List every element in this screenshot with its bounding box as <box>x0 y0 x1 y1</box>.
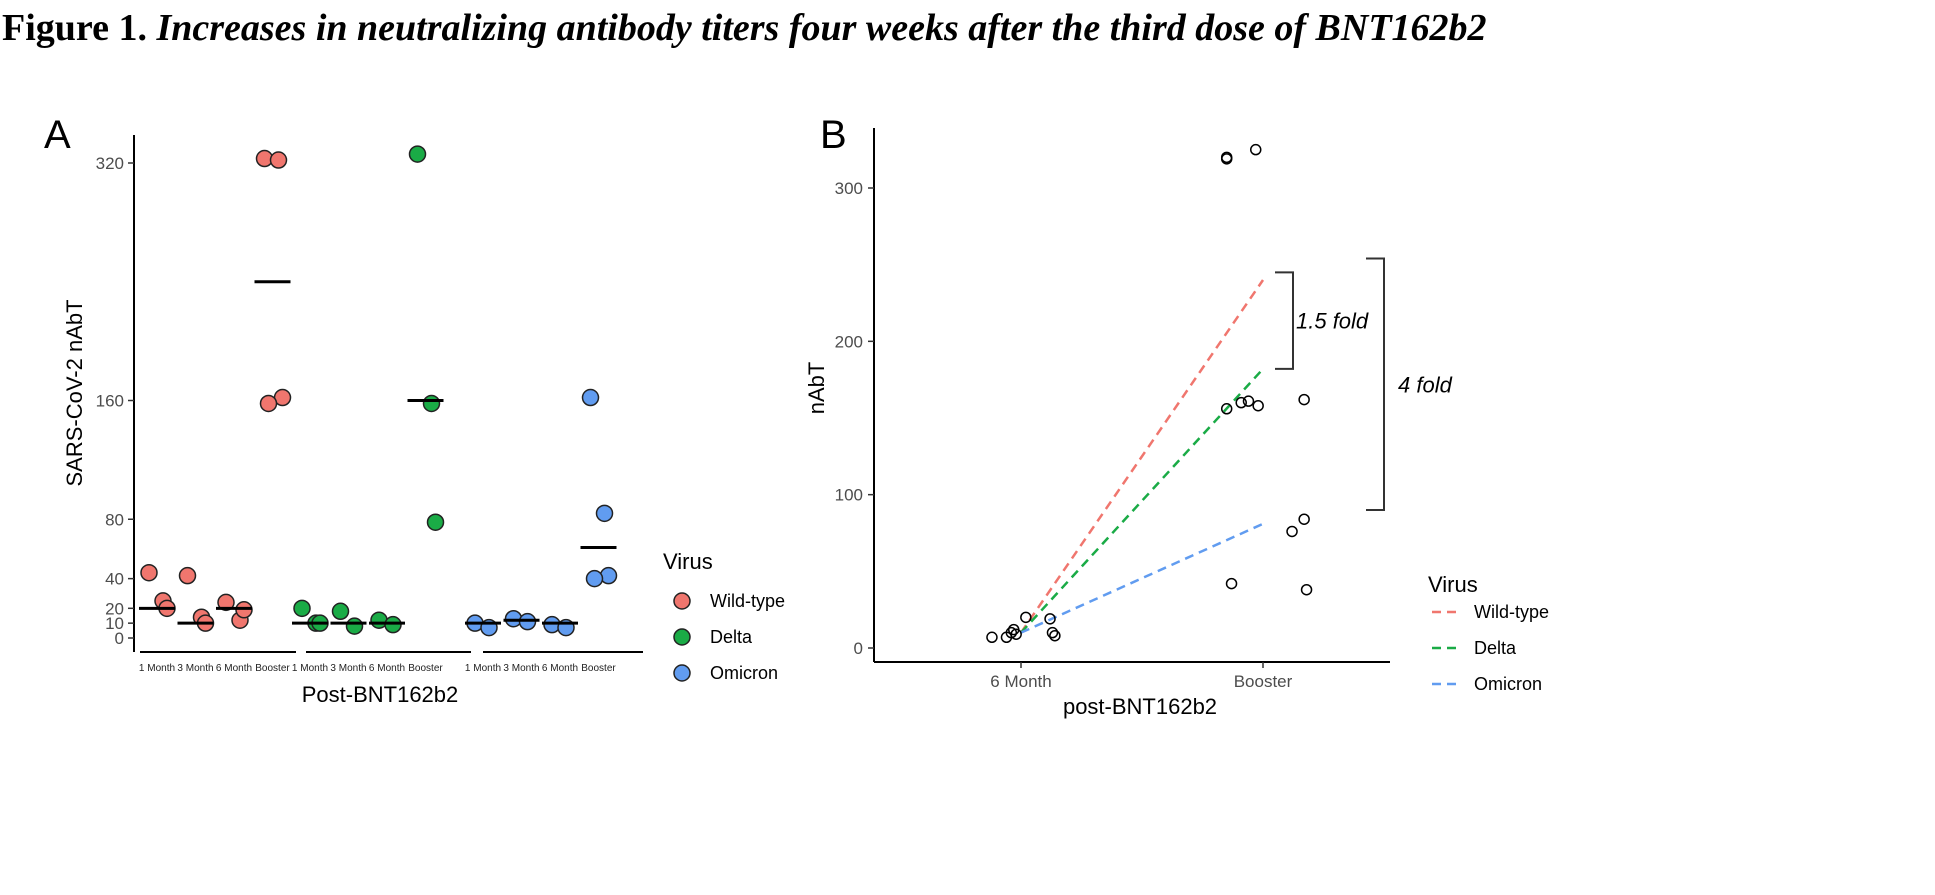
panel-b-data-point <box>1049 629 1061 642</box>
panel-a-x-tick-label: 3 Month <box>330 663 366 674</box>
panel-a-y-tick-label: 320 <box>96 154 124 173</box>
panel-b-data-point <box>1220 403 1233 415</box>
panel-b-data-point <box>1220 153 1233 165</box>
panel-b-data-point <box>1235 396 1247 409</box>
panel-a-legend-swatch <box>673 664 691 682</box>
panel-b-fold-label: 4 fold <box>1398 372 1453 397</box>
panel-a-data-point <box>293 599 311 618</box>
panel-a-legend-label: Wild-type <box>710 591 785 611</box>
panel-b-y-tick-label: 200 <box>835 332 863 351</box>
panel-a-x-tick-label: Booster <box>255 663 290 674</box>
panel-a-y-tick-label: 80 <box>105 510 124 529</box>
panel-b-data-point <box>1252 399 1264 412</box>
panel-b-data-point <box>1286 525 1298 538</box>
panel-b-data-point <box>1010 628 1022 640</box>
panel-a-data-point <box>422 394 441 413</box>
panel-b-data-point <box>1298 513 1310 525</box>
panel-b-data-point <box>986 631 998 644</box>
panel-b-letter: B <box>820 113 847 157</box>
figure-caption: Increases in neutralizing antibody titer… <box>156 7 1487 49</box>
panel-b-legend-title: Virus <box>1428 572 1478 597</box>
panel-b-x-label: post-BNT162b2 <box>1063 694 1217 719</box>
panel-a-x-tick-label: 6 Month <box>542 663 578 674</box>
panel-b-x-tick-label: Booster <box>1234 672 1293 691</box>
panel-a-data-point <box>269 151 288 169</box>
panel-a-legend-label: Omicron <box>710 663 778 683</box>
panel-a-legend-label: Delta <box>710 627 753 647</box>
panel-a-data-point <box>408 145 427 163</box>
panel-a-data-point <box>426 513 445 531</box>
panel-a-legend-swatch <box>673 592 691 610</box>
panel-b-data-point <box>1242 395 1255 407</box>
panel-a-data-point <box>345 617 364 635</box>
panel-a-x-tick-label: 1 Month <box>292 663 328 674</box>
panel-b-trend-line <box>1019 279 1265 634</box>
panel-a-x-tick-label: Booster <box>408 663 443 674</box>
panel-a-x-label: Post-BNT162b2 <box>302 682 459 707</box>
figure-label: Figure 1. <box>2 7 147 49</box>
panel-a-y-tick-label: 160 <box>96 392 124 411</box>
figure-title: Figure 1. Increases in neutralizing anti… <box>2 0 1487 60</box>
panel-b-x-tick-label: 6 Month <box>990 672 1051 691</box>
panel-a-data-point <box>599 566 618 585</box>
panel-b-y-tick-label: 300 <box>835 179 863 198</box>
panel-a-x-tick-label: 3 Month <box>177 663 213 674</box>
panel-b-data-point <box>1020 611 1032 624</box>
panel-a-data-point <box>585 569 604 588</box>
panel-a-legend-swatch <box>673 628 691 646</box>
panel-a-x-tick-label: 6 Month <box>216 663 252 674</box>
panel-a-data-point <box>259 394 278 413</box>
panel-b-legend-label: Delta <box>1474 638 1517 658</box>
panel-a-x-tick-label: 1 Month <box>465 663 501 674</box>
panel-a-y-tick-label: 10 <box>105 614 124 633</box>
panel-a-legend-title: Virus <box>663 549 713 574</box>
panel-a-y-label: SARS-CoV-2 nAbT <box>62 299 87 486</box>
panel-a-y-tick-label: 0 <box>115 629 124 648</box>
panel-b-data-point <box>1225 577 1238 590</box>
panel-a-x-tick-label: 6 Month <box>369 663 405 674</box>
panel-a-data-point <box>217 593 235 612</box>
panel-a-x-tick-label: Booster <box>581 663 616 674</box>
panel-b-data-point <box>1046 626 1059 639</box>
panel-a-data-point <box>140 563 158 582</box>
panel-a-letter: A <box>44 113 71 157</box>
panel-a-y-tick-label: 40 <box>105 570 124 589</box>
panel-b: B 0 100 200 300 nAbT 6 Month Booster post-BNT162… <box>804 113 1549 719</box>
panel-b-trend-line <box>1020 368 1264 634</box>
panel-a-data-point <box>178 566 197 585</box>
panel-a-data-point <box>331 602 350 621</box>
panel-a-x-tick-label: 3 Month <box>503 663 539 674</box>
panel-b-fold-label: 1.5 fold <box>1296 309 1369 334</box>
panel-b-data-point <box>1249 143 1262 156</box>
panel-b-fold-bracket <box>1275 271 1294 370</box>
panel-b-data-point <box>1298 393 1310 406</box>
panel-b-data-point <box>1300 583 1313 596</box>
panel-b-y-tick-label: 100 <box>835 486 863 505</box>
panel-a-data-point <box>581 388 600 407</box>
panel-a-x-tick-label: 1 Month <box>139 663 175 674</box>
panel-b-legend-label: Omicron <box>1474 674 1542 694</box>
panel-a-data-point <box>595 504 614 523</box>
panel-b-fold-bracket <box>1366 257 1385 511</box>
panel-b-data-point <box>1044 613 1056 625</box>
panel-b-legend-label: Wild-type <box>1474 602 1549 622</box>
panel-a-y-tick-label: 20 <box>105 599 124 618</box>
panel-b-y-tick-label: 0 <box>854 639 863 658</box>
panel-b-y-label: nAbT <box>804 362 829 415</box>
panel-b-data-point <box>1005 626 1018 639</box>
